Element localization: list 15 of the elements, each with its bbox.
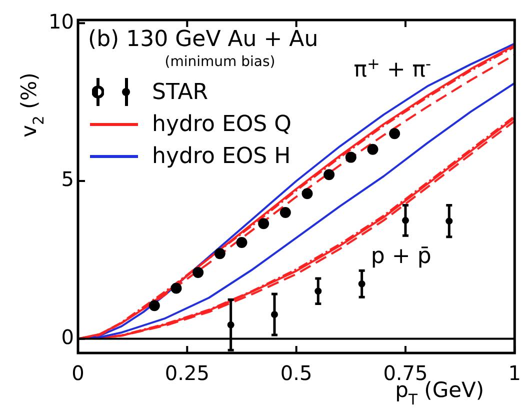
y-tick-label: 10 [48,9,74,34]
y-tick-label: 0 [61,325,74,349]
text: (minimum bias) [164,54,276,70]
x-tick-label: 0.25 [164,361,210,386]
annotation: π+ + π- [354,54,432,83]
x-tick-label: 0.5 [280,361,312,386]
y-tick-label: 5 [61,167,74,192]
chart-title: (b) 130 GeV Au + Au [88,27,318,52]
annotation: p + p̄ [370,244,432,270]
x-tick-label: 1 [508,361,522,386]
x-tick-label: 0.75 [383,361,428,386]
legend-label: STAR [152,80,208,104]
legend-label: hydro EOS Q [152,112,292,136]
y-axis-title: v2 (%) [17,72,48,138]
legend-label: hydro EOS H [152,144,291,168]
